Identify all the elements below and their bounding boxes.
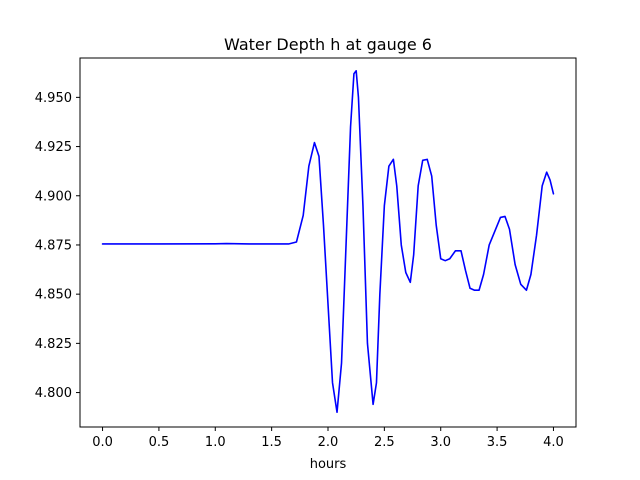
y-tick-label: 4.800 (35, 386, 72, 401)
y-tick-label: 4.950 (35, 91, 72, 106)
x-tick-label: 0.5 (149, 435, 170, 450)
x-tick-label: 3.5 (487, 435, 508, 450)
y-tick-label: 4.925 (35, 140, 72, 155)
series-line-0 (101, 69, 555, 414)
x-tick-label: 2.0 (318, 435, 339, 450)
x-tick-label: 1.0 (205, 435, 226, 450)
plot-area (79, 57, 577, 428)
y-tick-label: 4.825 (35, 337, 72, 352)
x-tick-label: 2.5 (374, 435, 395, 450)
x-axis-label: hours (310, 457, 347, 472)
chart-title: Water Depth h at gauge 6 (224, 35, 432, 54)
x-tick-label: 1.5 (261, 435, 282, 450)
x-tick-label: 4.0 (543, 435, 564, 450)
axes-frame (79, 57, 577, 428)
y-tick-label: 4.850 (35, 288, 72, 303)
y-tick-label: 4.900 (35, 189, 72, 204)
x-tick-label: 3.0 (430, 435, 451, 450)
y-axis: 4.800 4.825 4.850 4.875 4.900 4.925 4.950 (35, 91, 80, 401)
x-axis: 0.0 0.5 1.0 1.5 2.0 2.5 3.0 3.5 4.0 (92, 427, 564, 450)
x-tick-label: 0.0 (92, 435, 113, 450)
y-tick-label: 4.875 (35, 238, 72, 253)
